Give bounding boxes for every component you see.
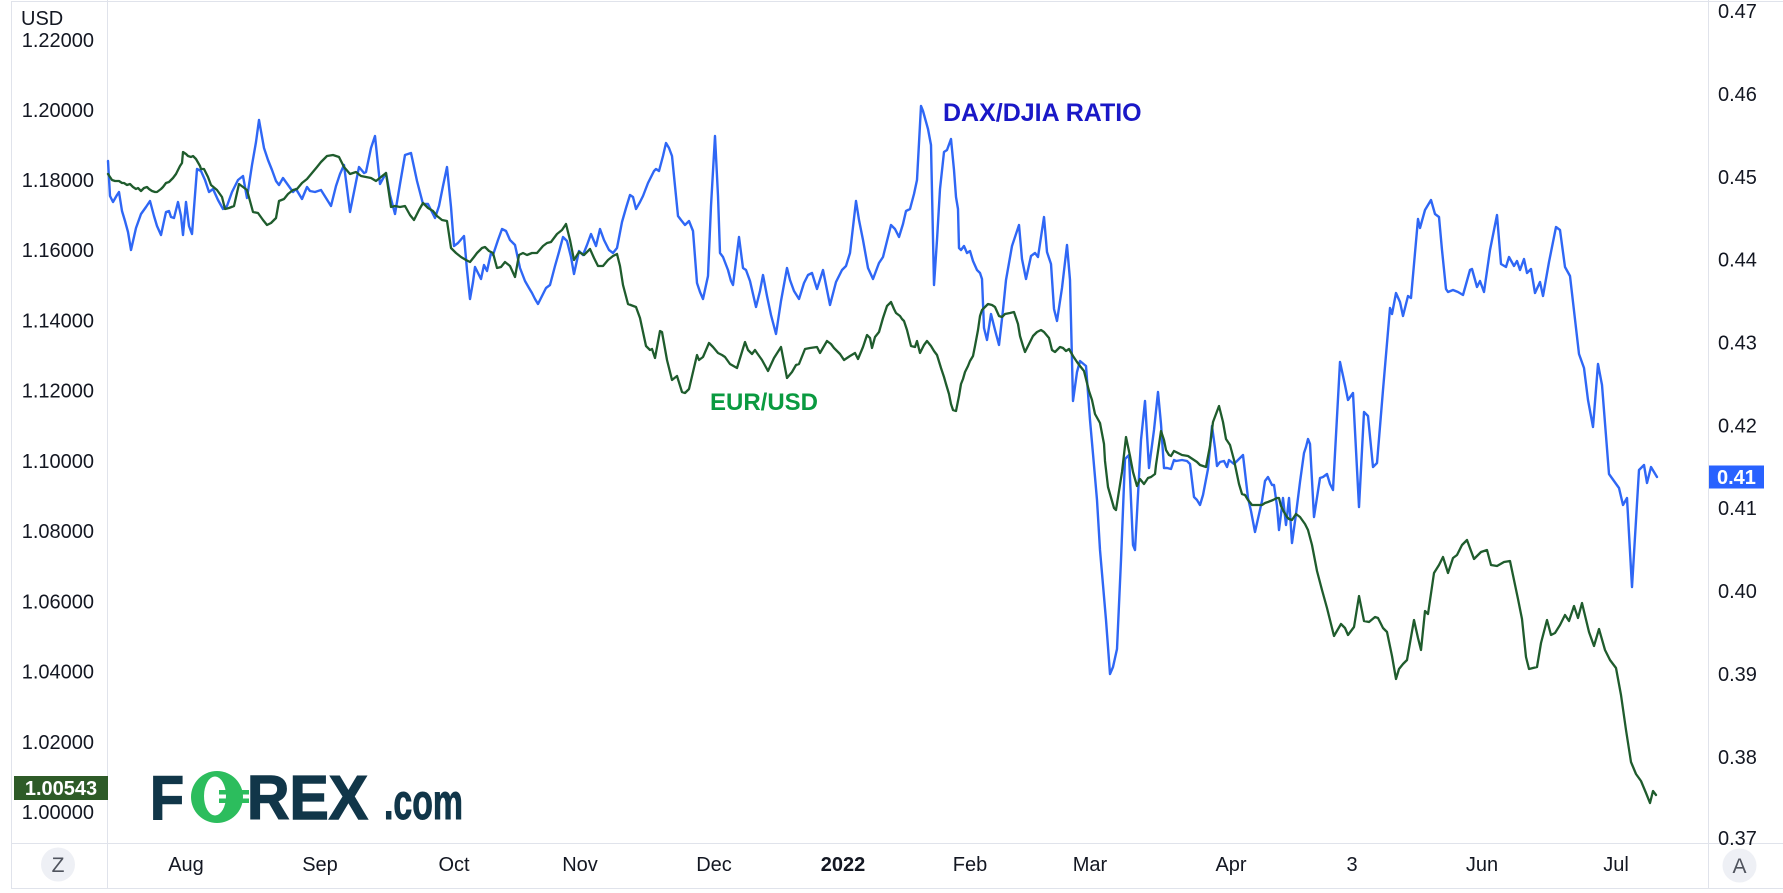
svg-text:0.42: 0.42 (1718, 416, 1757, 438)
svg-text:1.12000: 1.12000 (22, 381, 94, 403)
svg-text:1.00000: 1.00000 (22, 802, 94, 824)
svg-text:REX: REX (247, 764, 368, 833)
svg-text:2022: 2022 (821, 854, 866, 876)
svg-text:0.46: 0.46 (1718, 84, 1757, 106)
svg-text:0.38: 0.38 (1718, 747, 1757, 769)
svg-text:0.41: 0.41 (1717, 467, 1756, 489)
svg-text:1.04000: 1.04000 (22, 662, 94, 684)
svg-text:1.22000: 1.22000 (22, 30, 94, 52)
svg-text:0.37: 0.37 (1718, 828, 1757, 850)
svg-text:EUR/USD: EUR/USD (710, 389, 818, 416)
svg-text:A: A (1732, 855, 1746, 878)
svg-text:1.10000: 1.10000 (22, 451, 94, 473)
svg-text:Jun: Jun (1466, 854, 1498, 876)
svg-text:0.44: 0.44 (1718, 250, 1757, 272)
svg-text:1.08000: 1.08000 (22, 521, 94, 543)
svg-text:DAX/DJIA RATIO: DAX/DJIA RATIO (943, 99, 1142, 127)
svg-text:1.14000: 1.14000 (22, 311, 94, 333)
svg-text:1.18000: 1.18000 (22, 170, 94, 192)
svg-text:1.20000: 1.20000 (22, 100, 94, 122)
svg-text:1.16000: 1.16000 (22, 240, 94, 262)
svg-text:Oct: Oct (438, 854, 470, 876)
svg-text:1.02000: 1.02000 (22, 732, 94, 754)
svg-text:USD: USD (21, 8, 63, 30)
svg-text:1.00543: 1.00543 (25, 778, 97, 800)
svg-text:.com: .com (384, 774, 463, 830)
svg-text:1.06000: 1.06000 (22, 592, 94, 614)
svg-text:F: F (150, 764, 184, 833)
svg-text:0.47: 0.47 (1718, 1, 1757, 23)
svg-text:0.40: 0.40 (1718, 581, 1757, 603)
svg-text:Mar: Mar (1073, 854, 1108, 876)
svg-text:0.41: 0.41 (1718, 498, 1757, 520)
svg-text:Apr: Apr (1215, 854, 1246, 876)
svg-text:0.39: 0.39 (1718, 664, 1757, 686)
svg-text:Sep: Sep (302, 854, 338, 876)
svg-text:0.45: 0.45 (1718, 167, 1757, 189)
svg-text:0.43: 0.43 (1718, 333, 1757, 355)
svg-text:3: 3 (1346, 854, 1357, 876)
svg-text:Jul: Jul (1603, 854, 1629, 876)
svg-text:Z: Z (52, 854, 65, 877)
svg-text:Aug: Aug (168, 854, 204, 876)
svg-text:Feb: Feb (953, 854, 987, 876)
svg-text:Nov: Nov (562, 854, 598, 876)
svg-text:Dec: Dec (696, 854, 732, 876)
